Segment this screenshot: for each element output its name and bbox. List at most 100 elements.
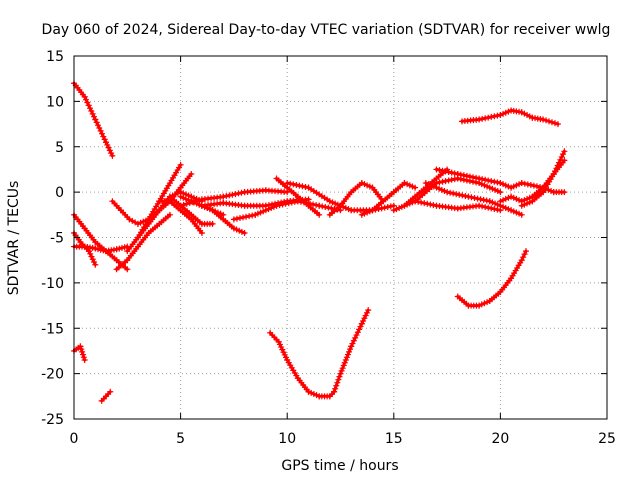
data-point [316, 211, 323, 218]
data-point [433, 166, 440, 173]
data-point [526, 113, 533, 120]
data-point [340, 362, 347, 369]
data-point [474, 195, 481, 202]
data-point [305, 388, 312, 395]
data-point [93, 119, 100, 126]
data-point [418, 199, 425, 206]
data-point [104, 141, 111, 148]
data-point [486, 184, 493, 191]
data-point [524, 181, 531, 188]
data-point [465, 193, 472, 200]
data-point [246, 213, 253, 220]
data-point [502, 195, 509, 202]
data-point [510, 194, 517, 201]
data-point [447, 189, 454, 196]
x-tick-label: 10 [278, 431, 296, 447]
series-18 [326, 180, 387, 218]
data-point [92, 245, 99, 252]
data-point [390, 207, 397, 214]
y-tick-label: 5 [55, 140, 64, 156]
plot-frame [73, 55, 608, 420]
data-point [124, 266, 131, 273]
data-point [436, 185, 443, 192]
data-point [409, 183, 416, 190]
data-point [268, 205, 275, 212]
data-point [518, 180, 525, 187]
data-point [354, 329, 361, 336]
x-tick-label: 25 [598, 431, 616, 447]
data-point [527, 181, 534, 188]
axis-ticks: 0 5 10 15 20 25 -25 -20 -15 -10 -5 0 5 10 15 [41, 49, 616, 447]
data-point [186, 200, 193, 207]
data-point [561, 148, 568, 155]
data-point [88, 253, 95, 260]
data-point [260, 208, 267, 215]
data-point [546, 118, 553, 125]
data-point [357, 323, 364, 330]
data-point [90, 113, 97, 120]
data-point [249, 212, 256, 219]
data-point [276, 202, 283, 209]
data-point [448, 169, 455, 176]
data-point [346, 348, 353, 355]
data-point [513, 182, 520, 189]
data-point [97, 246, 104, 253]
data-point [415, 198, 422, 205]
data-point [316, 202, 323, 209]
x-tick-label: 5 [176, 431, 185, 447]
data-point [488, 205, 495, 212]
data-point [479, 115, 486, 122]
data-point [85, 248, 92, 255]
data-point [206, 206, 213, 213]
data-point [337, 370, 344, 377]
data-point [500, 110, 507, 117]
data-point [401, 180, 408, 187]
data-point [433, 184, 440, 191]
data-point [94, 246, 101, 253]
data-point [505, 206, 512, 213]
data-point [492, 200, 499, 207]
data-point [558, 153, 565, 160]
data-point [518, 257, 525, 264]
series-28 [529, 157, 568, 200]
data-point [98, 130, 105, 137]
data-point [442, 178, 449, 185]
series-31 [267, 329, 338, 400]
data-point [288, 199, 295, 206]
data-point [232, 191, 239, 198]
data-point [479, 203, 486, 210]
data-point [308, 389, 315, 396]
data-point [436, 179, 443, 186]
data-point [296, 182, 303, 189]
data-point [343, 354, 350, 361]
data-point [491, 113, 498, 120]
data-point [466, 173, 473, 180]
data-point [554, 121, 561, 128]
data-point [508, 184, 515, 191]
data-point [302, 183, 309, 190]
data-point [500, 197, 507, 204]
series-13 [177, 187, 291, 209]
data-point [358, 180, 365, 187]
grid-lines [74, 56, 607, 419]
data-point [361, 181, 368, 188]
data-point [481, 300, 488, 307]
data-point [265, 206, 272, 213]
data-point [494, 187, 501, 194]
data-point [476, 175, 483, 182]
data-point [471, 194, 478, 201]
series-1 [71, 211, 131, 273]
data-point [476, 116, 483, 123]
data-point [497, 180, 504, 187]
data-point [500, 181, 507, 188]
data-point [84, 99, 91, 106]
data-point [348, 343, 355, 350]
data-point [87, 250, 94, 257]
data-point [422, 180, 429, 187]
data-point [551, 120, 558, 127]
data-point [463, 172, 470, 179]
data-point [489, 185, 496, 192]
data-point [364, 209, 371, 216]
data-point [270, 203, 277, 210]
data-point [106, 147, 113, 154]
